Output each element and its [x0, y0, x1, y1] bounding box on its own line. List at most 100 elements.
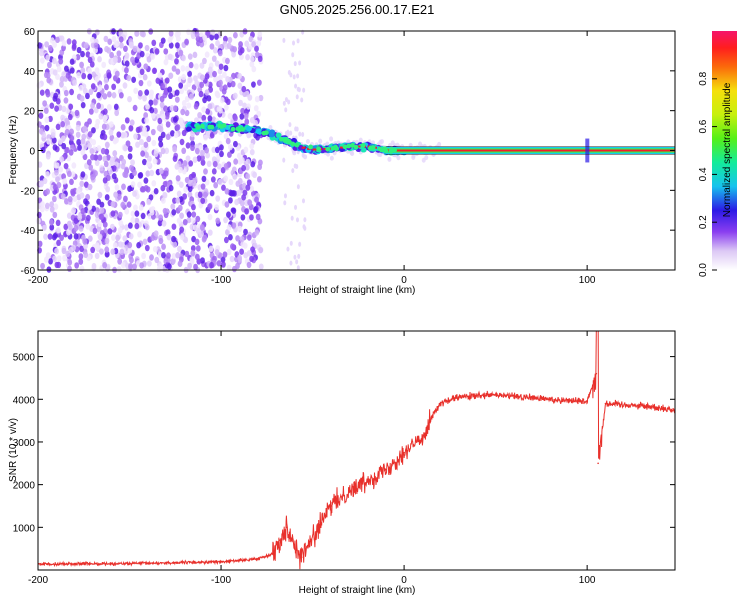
- speckle: [182, 218, 188, 226]
- speckle: [146, 260, 152, 267]
- speckle: [145, 186, 151, 193]
- snr-y-tick-label: 4000: [13, 395, 36, 406]
- speckle: [239, 248, 245, 255]
- speckle: [102, 155, 108, 163]
- speckle: [67, 259, 73, 266]
- speckle: [186, 102, 192, 109]
- speckle: [37, 240, 43, 248]
- speckle: [184, 250, 190, 258]
- speckle: [193, 103, 199, 110]
- speckle: [101, 123, 107, 130]
- speckle: [75, 188, 81, 195]
- speckle: [77, 214, 83, 221]
- speckle: [182, 160, 188, 167]
- ridge-hot-blob: [286, 138, 292, 144]
- speckle: [81, 214, 86, 221]
- speckle: [294, 83, 298, 89]
- speckle: [175, 68, 181, 75]
- speckle: [225, 229, 230, 236]
- ridge-blob: [185, 126, 192, 132]
- ridge-hot-blob: [294, 142, 300, 148]
- speckle: [283, 200, 287, 206]
- speckle: [111, 83, 117, 91]
- speckle: [55, 176, 60, 183]
- speckle: [85, 214, 91, 222]
- speckle: [96, 198, 102, 205]
- speckle: [89, 147, 95, 155]
- speckle: [45, 188, 50, 195]
- speckle: [120, 132, 126, 139]
- speckle: [164, 113, 170, 120]
- speckle: [181, 147, 187, 155]
- speckle: [183, 236, 189, 244]
- spectrogram-x-tick-label: 0: [401, 275, 407, 286]
- speckle: [220, 256, 226, 263]
- speckle: [244, 164, 250, 171]
- speckle: [137, 172, 143, 179]
- speckle: [39, 89, 45, 96]
- snr-point: [366, 479, 369, 482]
- speckle: [207, 115, 213, 122]
- speckle: [39, 57, 45, 64]
- speckle: [66, 212, 72, 219]
- speckle: [218, 63, 224, 70]
- speckle: [40, 262, 45, 270]
- speckle: [213, 182, 219, 189]
- speckle: [200, 149, 205, 157]
- speckle: [240, 214, 246, 221]
- snr-point: [597, 462, 599, 465]
- speckle: [160, 83, 166, 90]
- speckle: [60, 193, 66, 200]
- speckle: [204, 73, 210, 80]
- speckle: [167, 36, 173, 44]
- speckle: [212, 47, 218, 54]
- speckle: [225, 137, 231, 145]
- speckle: [82, 144, 88, 151]
- speckle: [290, 215, 294, 221]
- speckle: [226, 42, 232, 50]
- speckle: [166, 234, 172, 241]
- speckle: [80, 208, 86, 215]
- speckle: [67, 113, 73, 121]
- speckle: [243, 228, 248, 236]
- speckle: [104, 141, 110, 149]
- speckle: [249, 214, 254, 221]
- speckle: [139, 186, 145, 193]
- speckle: [152, 245, 158, 253]
- speckle: [80, 171, 86, 178]
- speckle: [108, 129, 114, 136]
- speckle: [134, 222, 140, 230]
- snr-y-tick-label: 1000: [13, 523, 36, 534]
- speckle: [47, 233, 53, 240]
- speckle: [129, 256, 134, 264]
- speckle: [91, 139, 97, 146]
- speckle: [61, 40, 67, 47]
- snr-point: [604, 402, 607, 405]
- speckle: [127, 222, 133, 229]
- speckle: [38, 181, 44, 188]
- speckle: [207, 103, 213, 110]
- speckle: [195, 215, 201, 223]
- speckle: [199, 62, 205, 69]
- speckle: [54, 247, 59, 255]
- snr-point: [286, 526, 288, 529]
- speckle: [163, 58, 169, 66]
- speckle: [76, 72, 82, 79]
- speckle: [207, 229, 213, 236]
- speckle: [102, 177, 108, 184]
- speckle: [180, 65, 186, 72]
- speckle: [165, 121, 171, 128]
- speckle: [219, 96, 225, 104]
- speckle: [76, 46, 82, 54]
- speckle: [117, 227, 123, 234]
- speckle: [174, 163, 180, 170]
- speckle: [124, 224, 129, 231]
- speckle: [69, 134, 75, 142]
- spectrogram-y-tick-label: -60: [21, 266, 36, 277]
- speckle: [111, 35, 117, 43]
- speckle: [97, 233, 103, 241]
- speckle: [82, 153, 88, 161]
- speckle: [229, 255, 235, 263]
- speckle: [256, 79, 262, 86]
- speckle: [301, 29, 305, 35]
